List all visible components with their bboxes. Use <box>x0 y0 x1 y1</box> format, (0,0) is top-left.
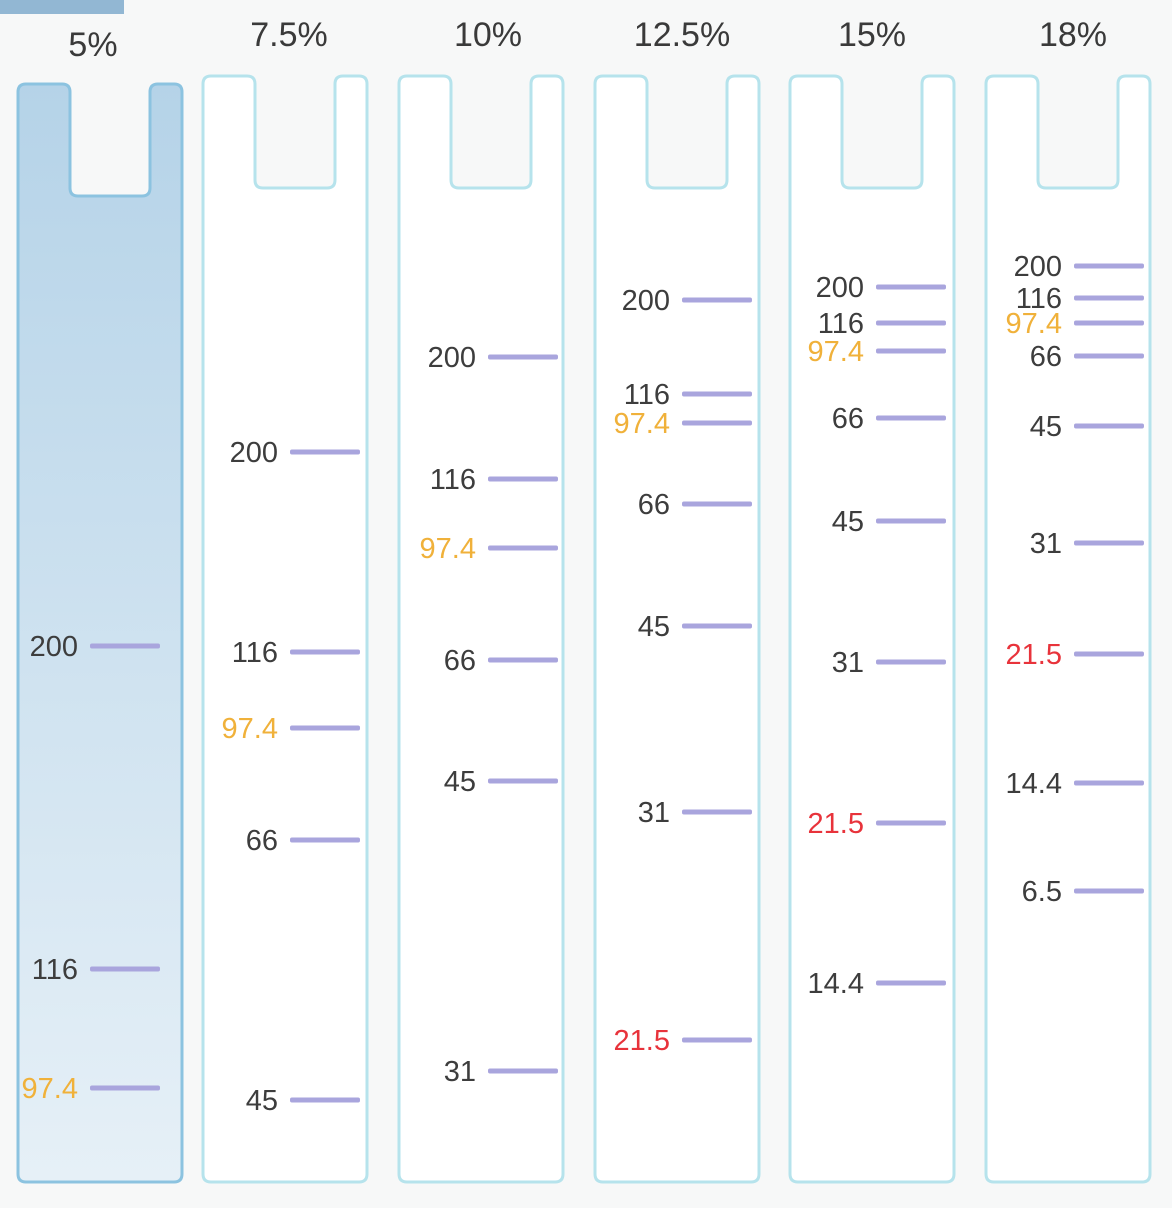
band-label: 31 <box>444 1056 476 1088</box>
gel-outline <box>16 82 184 1184</box>
marker-band <box>290 649 360 655</box>
marker-band <box>488 476 558 482</box>
marker-band <box>876 980 946 986</box>
band-label: 21.5 <box>1006 639 1062 671</box>
band-label: 97.4 <box>420 533 476 565</box>
marker-band <box>290 1097 360 1103</box>
band-label: 97.4 <box>1006 308 1062 340</box>
band-label: 14.4 <box>1006 768 1062 800</box>
gel-column: 7.5% 200 116 97.4 66 45 <box>201 16 369 1184</box>
marker-band <box>1074 320 1144 326</box>
marker-band <box>488 778 558 784</box>
band-label: 45 <box>246 1085 278 1117</box>
marker-band <box>488 1068 558 1074</box>
marker-band <box>90 643 160 649</box>
marker-band <box>290 725 360 731</box>
marker-band <box>488 545 558 551</box>
marker-band <box>876 320 946 326</box>
band-label: 116 <box>32 954 78 986</box>
band-label: 66 <box>246 825 278 857</box>
band-label: 116 <box>624 379 670 411</box>
marker-band <box>682 501 752 507</box>
marker-band <box>682 809 752 815</box>
gel-column: 10% 200 116 97.4 66 45 31 <box>397 16 565 1184</box>
band-label: 45 <box>1030 411 1062 443</box>
marker-band <box>1074 423 1144 429</box>
marker-band <box>876 415 946 421</box>
gel-outline <box>788 74 956 1184</box>
marker-band <box>290 449 360 455</box>
gel-outline <box>201 74 369 1184</box>
band-label: 116 <box>1016 283 1062 315</box>
band-label: 31 <box>1030 528 1062 560</box>
gel-outline <box>593 74 761 1184</box>
marker-band <box>90 966 160 972</box>
gel-percent-label: 10% <box>454 16 522 54</box>
marker-band <box>1074 295 1144 301</box>
marker-band <box>876 518 946 524</box>
band-label: 116 <box>232 637 278 669</box>
band-label: 200 <box>428 342 476 374</box>
marker-band <box>876 284 946 290</box>
band-label: 97.4 <box>22 1073 78 1105</box>
marker-band <box>876 659 946 665</box>
gel-percent-label: 18% <box>1039 16 1107 54</box>
marker-band <box>682 391 752 397</box>
marker-band <box>682 623 752 629</box>
marker-band <box>682 1037 752 1043</box>
marker-band <box>90 1085 160 1091</box>
band-label: 97.4 <box>222 713 278 745</box>
marker-band <box>682 420 752 426</box>
marker-band <box>1074 540 1144 546</box>
band-label: 45 <box>444 766 476 798</box>
band-label: 200 <box>816 272 864 304</box>
marker-band <box>876 820 946 826</box>
band-label: 21.5 <box>808 808 864 840</box>
band-label: 6.5 <box>1022 876 1062 908</box>
band-label: 66 <box>638 489 670 521</box>
band-label: 66 <box>1030 341 1062 373</box>
gel-percent-label: 12.5% <box>634 16 730 54</box>
band-label: 66 <box>444 645 476 677</box>
corner-tab <box>0 0 124 14</box>
gel-column: 5% 200 116 97.4 <box>16 26 184 1184</box>
band-label: 45 <box>832 506 864 538</box>
band-label: 116 <box>818 308 864 340</box>
marker-band <box>682 297 752 303</box>
band-label: 200 <box>230 437 278 469</box>
band-label: 31 <box>638 797 670 829</box>
gel-percent-label: 15% <box>838 16 906 54</box>
marker-band <box>290 837 360 843</box>
band-label: 31 <box>832 647 864 679</box>
marker-band <box>1074 353 1144 359</box>
band-label: 97.4 <box>808 336 864 368</box>
marker-band <box>1074 888 1144 894</box>
band-label: 116 <box>430 464 476 496</box>
band-label: 45 <box>638 611 670 643</box>
gel-outline <box>397 74 565 1184</box>
band-label: 97.4 <box>614 408 670 440</box>
marker-band <box>1074 780 1144 786</box>
marker-band <box>1074 651 1144 657</box>
marker-band <box>1074 263 1144 269</box>
band-label: 21.5 <box>614 1025 670 1057</box>
band-label: 66 <box>832 403 864 435</box>
band-label: 200 <box>30 631 78 663</box>
gel-outline <box>984 74 1152 1184</box>
marker-band <box>488 657 558 663</box>
gel-percent-label: 7.5% <box>250 16 328 54</box>
band-label: 200 <box>622 285 670 317</box>
marker-band <box>488 354 558 360</box>
band-label: 14.4 <box>808 968 864 1000</box>
band-label: 200 <box>1014 251 1062 283</box>
marker-band <box>876 348 946 354</box>
gel-percent-label: 5% <box>68 26 117 64</box>
